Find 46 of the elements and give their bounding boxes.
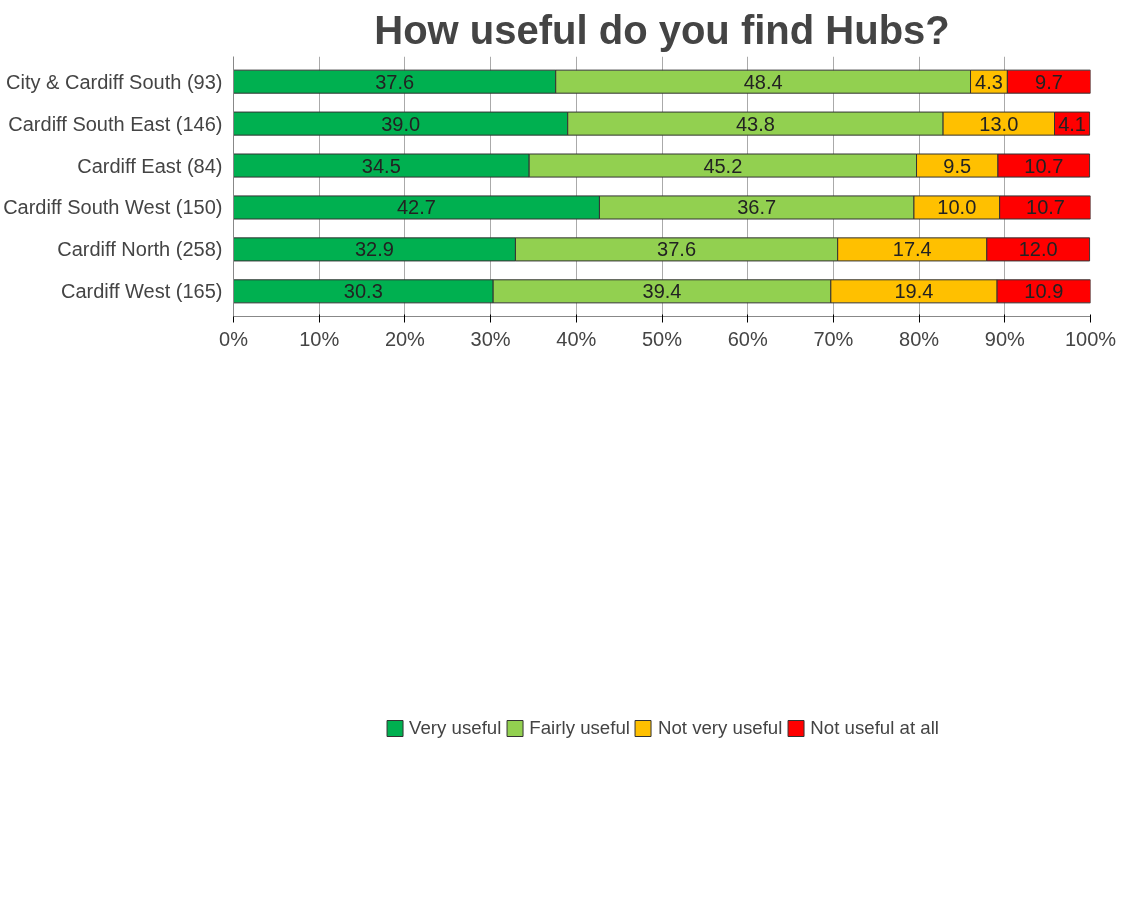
y-tick-label: City & Cardiff South (93): [6, 70, 223, 93]
data-label: 37.6: [657, 238, 697, 261]
x-tick-label: 100%: [1064, 327, 1117, 350]
data-label: 39.0: [381, 112, 421, 135]
legend-label: Not very useful: [657, 716, 783, 739]
data-label: 4.1: [1058, 112, 1086, 135]
data-label: 39.4: [642, 280, 682, 303]
y-tick-label: Cardiff South West (150): [3, 196, 223, 219]
data-label: 30.3: [343, 280, 383, 303]
x-tick-label: 20%: [384, 327, 426, 350]
data-label: 17.4: [892, 238, 932, 261]
data-label: 48.4: [743, 70, 783, 93]
x-tick-label: 50%: [641, 327, 683, 350]
chart-title: How useful do you find Hubs?: [374, 7, 950, 52]
data-label: 43.8: [735, 112, 775, 135]
y-tick-label: Cardiff East (84): [77, 154, 223, 177]
x-tick-label: 30%: [470, 327, 511, 350]
data-label: 9.7: [1035, 70, 1063, 93]
data-label: 10.0: [937, 196, 977, 219]
data-label: 42.7: [397, 196, 436, 219]
x-tick-label: 90%: [984, 327, 1026, 350]
data-label: 9.5: [943, 154, 972, 177]
y-tick-label: Cardiff West (165): [60, 280, 223, 303]
data-label: 4.3: [975, 70, 1003, 93]
data-label: 36.7: [737, 196, 777, 219]
data-label: 10.7: [1026, 196, 1065, 219]
legend-label: Fairly useful: [529, 716, 630, 739]
data-label: 13.0: [979, 112, 1019, 135]
data-label: 45.2: [703, 154, 743, 177]
x-tick-label: 70%: [813, 327, 854, 350]
x-tick-label: 60%: [727, 327, 768, 350]
data-label: 37.6: [375, 70, 415, 93]
x-tick-label: 0%: [219, 327, 249, 350]
data-label: 19.4: [894, 280, 934, 303]
x-tick-label: 40%: [556, 327, 597, 350]
x-tick-label: 80%: [899, 327, 940, 350]
data-label: 34.5: [361, 154, 401, 177]
data-label: 12.0: [1018, 238, 1058, 261]
legend-label: Not useful at all: [810, 716, 939, 739]
data-label: 10.9: [1024, 280, 1064, 303]
y-tick-label: Cardiff South East (146): [8, 112, 223, 135]
data-label: 10.7: [1024, 154, 1064, 177]
x-tick-label: 10%: [299, 327, 340, 350]
legend-label: Very useful: [409, 716, 502, 739]
y-tick-label: Cardiff North (258): [57, 238, 223, 261]
data-label: 32.9: [355, 238, 394, 261]
